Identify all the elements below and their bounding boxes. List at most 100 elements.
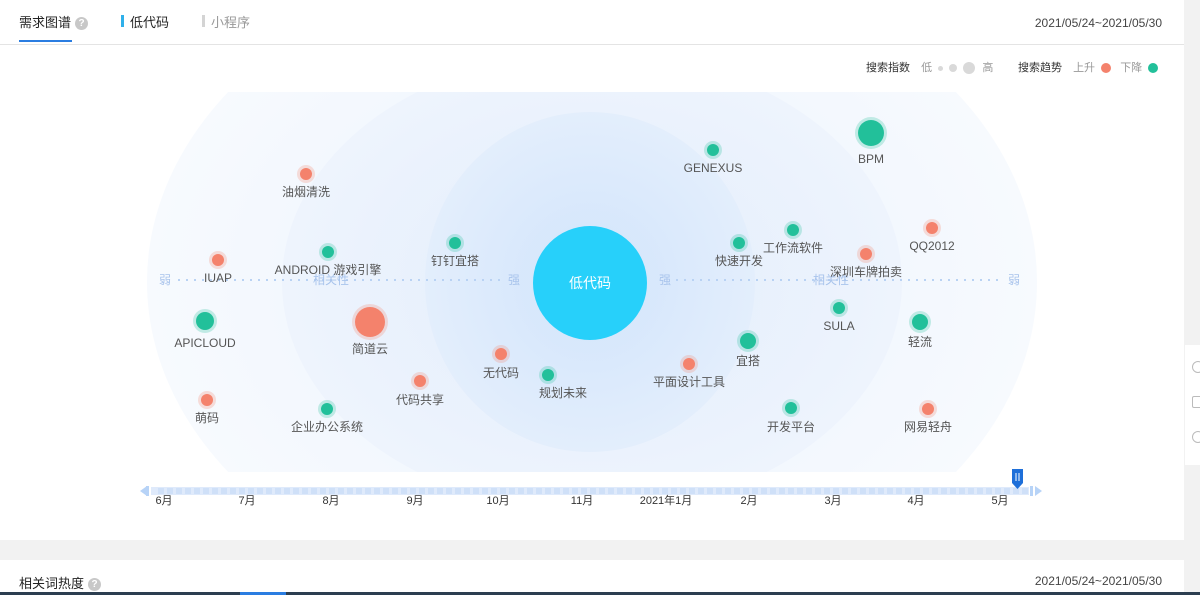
feedback-icon[interactable] [1192, 361, 1200, 373]
timeline-handle[interactable] [1012, 469, 1023, 489]
term-bubble[interactable] [922, 403, 934, 415]
term-node[interactable]: IUAP [204, 251, 232, 285]
timeline-tick [941, 488, 947, 494]
term-label: 网易轻舟 [904, 420, 952, 434]
term-node[interactable]: GENEXUS [684, 141, 743, 175]
term-bubble[interactable] [449, 237, 461, 249]
term-node[interactable]: 无代码 [483, 345, 519, 380]
timeline-tick [1004, 488, 1010, 494]
star-icon[interactable] [1192, 396, 1200, 408]
axis-strong-right: 强 [659, 273, 671, 287]
term-bubble[interactable] [733, 237, 745, 249]
timeline-tick [527, 488, 533, 494]
timeline-prev-bar-icon [146, 486, 149, 496]
timeline-tick [1013, 488, 1019, 494]
term-bubble[interactable] [912, 314, 928, 330]
term-label: 轻流 [908, 335, 932, 349]
term-node[interactable]: 深圳车牌拍卖 [830, 245, 902, 279]
term-node[interactable]: 规划未来 [539, 366, 587, 400]
legend-down-label: 下降 [1120, 62, 1143, 74]
term-node[interactable]: 轻流 [908, 311, 932, 349]
timeline-tick [347, 488, 353, 494]
timeline-tick [1022, 488, 1028, 494]
term-node[interactable]: 钉钉宜搭 [431, 234, 479, 268]
term-node[interactable]: 平面设计工具 [653, 355, 725, 389]
timeline-tick [653, 488, 659, 494]
term-bubble[interactable] [860, 248, 872, 260]
center-bubble[interactable] [533, 226, 647, 340]
term-node[interactable]: SULA [823, 299, 855, 333]
timeline-tick [383, 488, 389, 494]
timeline-tick [419, 488, 425, 494]
term-bubble[interactable] [707, 144, 719, 156]
term-bubble[interactable] [787, 224, 799, 236]
tab-lowcode-label: 低代码 [130, 15, 170, 30]
term-bubble[interactable] [201, 394, 213, 406]
timeline-label: 3月 [824, 495, 841, 507]
timeline-tick [374, 488, 380, 494]
term-node[interactable]: APICLOUD [174, 309, 236, 350]
timeline-tick [293, 488, 299, 494]
timeline-tick [644, 488, 650, 494]
tab-miniprogram[interactable]: 小程序 [202, 14, 250, 32]
term-bubble[interactable] [355, 307, 385, 337]
term-node[interactable]: 宜搭 [736, 330, 760, 368]
term-node[interactable]: 网易轻舟 [904, 400, 952, 434]
timeline-tick [896, 488, 902, 494]
tab-lowcode[interactable]: 低代码 [121, 14, 169, 32]
term-node[interactable]: 工作流软件 [763, 221, 823, 255]
timeline-tick [995, 488, 1001, 494]
term-bubble[interactable] [322, 246, 334, 258]
term-node[interactable]: QQ2012 [909, 219, 955, 253]
timeline-tick [635, 488, 641, 494]
term-bubble[interactable] [414, 375, 426, 387]
timeline-ticks [158, 488, 1028, 494]
term-bubble[interactable] [833, 302, 845, 314]
term-bubble[interactable] [300, 168, 312, 180]
timeline-prev-icon[interactable] [140, 486, 147, 496]
timeline-tick [194, 488, 200, 494]
term-bubble[interactable] [926, 222, 938, 234]
axis-weak-left: 弱 [159, 273, 171, 287]
term-node[interactable]: ANDROID 游戏引擎 [275, 243, 382, 277]
timeline-label: 7月 [238, 495, 255, 507]
timeline-next-icon[interactable] [1035, 486, 1042, 496]
help-circle-icon[interactable] [1192, 431, 1200, 443]
timeline-tick [473, 488, 479, 494]
term-node[interactable]: BPM [855, 117, 887, 166]
term-node[interactable]: 企业办公系统 [291, 400, 363, 434]
term-bubble[interactable] [495, 348, 507, 360]
help-icon[interactable]: ? [75, 17, 89, 31]
term-label: 宜搭 [736, 353, 760, 368]
timeline-handle-icon[interactable] [1012, 469, 1023, 489]
term-node[interactable]: 代码共享 [396, 372, 444, 407]
timeline-tick [563, 488, 569, 494]
term-bubble[interactable] [321, 403, 333, 415]
timeline-tick [329, 488, 335, 494]
term-bubble[interactable] [858, 120, 884, 146]
term-node[interactable]: 快速开发 [715, 234, 763, 268]
timeline-tick [734, 488, 740, 494]
term-node[interactable]: 简道云 [352, 304, 388, 356]
center-keyword[interactable]: 低代码 [533, 226, 647, 340]
term-node[interactable]: 开发平台 [767, 399, 815, 434]
term-bubble[interactable] [740, 333, 756, 349]
timeline-tick [716, 488, 722, 494]
scroll-thumb[interactable] [240, 592, 286, 595]
term-bubble[interactable] [542, 369, 554, 381]
timeline-tick [698, 488, 704, 494]
timeline-tick [914, 488, 920, 494]
related-heat-title-text: 相关词热度 [19, 576, 85, 591]
term-node[interactable]: 油烟清洗 [282, 165, 330, 199]
term-node[interactable]: 萌码 [195, 391, 219, 425]
term-bubble[interactable] [683, 358, 695, 370]
term-bubble[interactable] [785, 402, 797, 414]
related-terms: 油烟清洗 ANDROID 游戏引擎 IUAP 钉钉宜搭 APICLOUD 简道云无代码规划… [174, 117, 955, 434]
term-bubble[interactable] [212, 254, 224, 266]
timeline-tick [437, 488, 443, 494]
help-icon[interactable]: ? [88, 578, 102, 592]
term-bubble[interactable] [196, 312, 214, 330]
timeline-next-bar-icon [1030, 486, 1033, 496]
tab-demand-map[interactable]: 需求图谱? [19, 14, 89, 42]
timeline-tick [617, 488, 623, 494]
